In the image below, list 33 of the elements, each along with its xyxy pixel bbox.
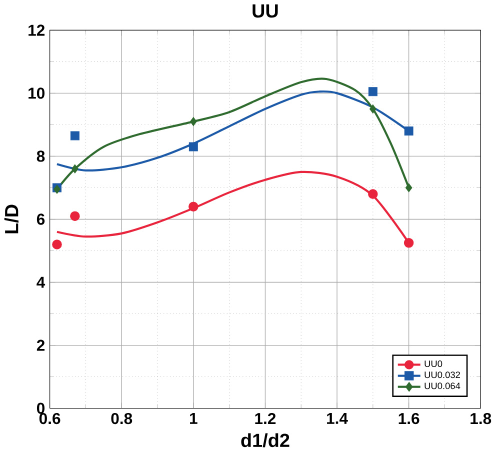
point	[368, 189, 378, 200]
point	[369, 104, 376, 114]
x-tick-label: 1.4	[327, 413, 348, 424]
point	[72, 164, 78, 174]
point	[70, 131, 80, 140]
point	[52, 240, 62, 250]
y-tick-label: 0	[36, 402, 44, 414]
y-axis-title: L/D	[4, 204, 19, 234]
point	[404, 126, 414, 136]
legend-label: UU0	[424, 360, 442, 368]
x-tick-label: 0.6	[39, 413, 60, 424]
legend-label: UU0.032	[424, 372, 460, 378]
y-tick-label: 10	[28, 88, 44, 99]
y-tick-label: 2	[36, 340, 45, 351]
x-tick-label: 1.8	[470, 413, 492, 424]
x-tick-label: 1	[190, 413, 198, 424]
legend-label: UU0.064	[424, 382, 460, 390]
point	[188, 202, 198, 212]
x-tick-label: 1.6	[398, 413, 420, 424]
point	[190, 117, 197, 126]
chart-title: UU	[252, 4, 278, 18]
point	[404, 238, 414, 248]
y-tick-label: 6	[36, 214, 45, 225]
y-tick-label: 12	[28, 24, 45, 36]
point	[368, 87, 378, 96]
x-tick-label: 0.8	[111, 413, 132, 424]
point	[70, 211, 80, 222]
y-tick-label: 4	[36, 276, 46, 288]
x-axis-title: d1/d2	[241, 433, 290, 448]
point	[405, 183, 412, 192]
point	[188, 142, 198, 152]
x-tick-label: 1.2	[255, 413, 276, 424]
y-tick-label: 8	[36, 150, 45, 162]
